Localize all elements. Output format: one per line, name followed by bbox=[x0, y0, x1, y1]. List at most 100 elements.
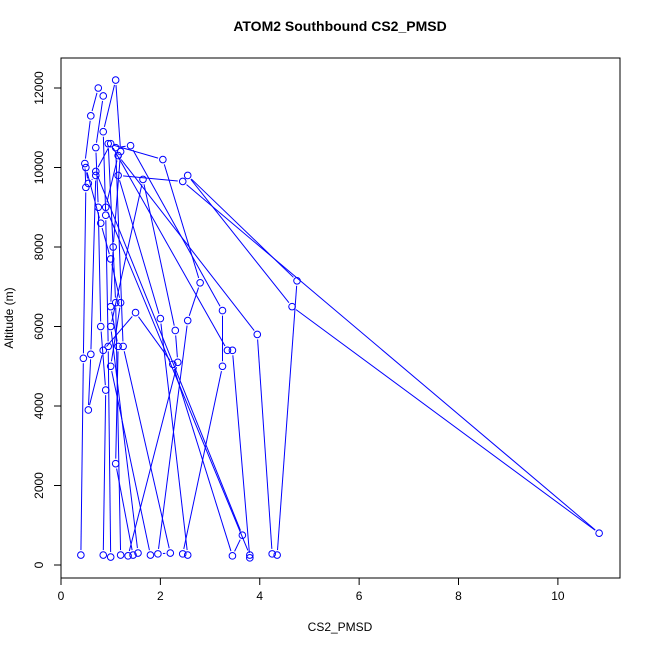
data-line-segment bbox=[96, 100, 104, 143]
data-point bbox=[183, 171, 192, 180]
data-line-segment bbox=[115, 307, 122, 551]
data-point bbox=[116, 147, 125, 156]
data-point bbox=[91, 143, 100, 152]
data-point bbox=[99, 346, 108, 355]
data-line-segment bbox=[89, 355, 103, 406]
data-line-segment bbox=[95, 152, 99, 203]
data-line-segment bbox=[138, 316, 171, 361]
data-point bbox=[218, 306, 227, 315]
data-point bbox=[116, 551, 125, 559]
chart-title: ATOM2 Southbound CS2_PMSD bbox=[233, 18, 446, 34]
data-line-segment bbox=[295, 309, 596, 531]
data-line-segment bbox=[234, 539, 241, 552]
data-line-segment bbox=[111, 263, 121, 298]
data-point bbox=[273, 551, 281, 559]
data-point bbox=[114, 151, 122, 160]
data-line-segment bbox=[163, 164, 200, 279]
data-line-segment bbox=[103, 84, 115, 127]
data-point bbox=[104, 342, 113, 351]
data-point bbox=[178, 550, 187, 558]
data-point bbox=[81, 159, 89, 168]
data-point bbox=[173, 358, 182, 367]
plot-box bbox=[60, 57, 621, 579]
data-point bbox=[96, 219, 105, 227]
data-line-segment bbox=[97, 175, 241, 531]
data-line-segment bbox=[110, 307, 121, 362]
data-point bbox=[114, 342, 122, 351]
data-point bbox=[96, 322, 105, 331]
x-tick-label: 6 bbox=[356, 589, 363, 603]
data-line-segment bbox=[86, 172, 89, 179]
data-point bbox=[228, 552, 237, 560]
data-point bbox=[183, 316, 192, 325]
data-line-segment bbox=[106, 316, 133, 347]
data-point bbox=[106, 139, 115, 148]
data-line-segment bbox=[190, 179, 290, 304]
data-point bbox=[106, 362, 115, 371]
x-tick-label: 8 bbox=[455, 589, 462, 603]
x-tick-label: 0 bbox=[58, 589, 65, 603]
data-point bbox=[84, 406, 93, 414]
data-line-segment bbox=[188, 287, 200, 316]
data-point bbox=[109, 243, 117, 251]
data-point bbox=[246, 554, 254, 562]
data-point bbox=[126, 141, 135, 150]
data-line-segment bbox=[132, 149, 221, 307]
data-line-segment bbox=[102, 395, 107, 551]
data-line-segment bbox=[158, 325, 188, 549]
data-point bbox=[101, 386, 110, 394]
data-point bbox=[111, 76, 120, 84]
y-tick-label: 4000 bbox=[32, 392, 46, 419]
data-point bbox=[183, 551, 192, 559]
data-point bbox=[99, 127, 108, 136]
data-line-segment bbox=[119, 180, 160, 314]
data-point bbox=[101, 203, 110, 212]
data-point bbox=[171, 326, 180, 335]
data-point bbox=[119, 342, 127, 351]
data-point bbox=[159, 155, 167, 164]
data-line-segment bbox=[110, 331, 138, 549]
data-point bbox=[288, 302, 296, 311]
data-point bbox=[139, 175, 147, 184]
data-point bbox=[99, 92, 108, 100]
data-line-segment bbox=[128, 366, 178, 552]
data-line-segment bbox=[112, 147, 226, 347]
data-line-segment bbox=[88, 359, 92, 406]
data-point bbox=[223, 346, 232, 355]
x-tick-label: 4 bbox=[256, 589, 263, 603]
data-point bbox=[218, 362, 227, 371]
data-point bbox=[238, 531, 247, 539]
data-point bbox=[91, 167, 100, 176]
data-line-segment bbox=[91, 92, 98, 112]
x-tick-label: 2 bbox=[157, 589, 164, 603]
x-tick-label: 10 bbox=[551, 589, 565, 603]
data-point bbox=[106, 302, 115, 311]
data-line-segment bbox=[100, 331, 106, 386]
y-tick-label: 8000 bbox=[32, 233, 46, 260]
data-point bbox=[166, 549, 175, 557]
data-point bbox=[116, 298, 125, 307]
data-point bbox=[111, 143, 120, 152]
data-point bbox=[146, 551, 155, 559]
data-point bbox=[129, 551, 137, 559]
data-line-segment bbox=[84, 120, 91, 159]
data-line-segment bbox=[232, 355, 250, 553]
data-point bbox=[106, 553, 115, 561]
data-line-segment bbox=[186, 184, 596, 531]
data-point bbox=[169, 360, 177, 369]
data-line-segment bbox=[102, 136, 107, 211]
data-line-segment bbox=[173, 368, 232, 552]
data-line-segment bbox=[111, 184, 143, 322]
data-point bbox=[99, 551, 108, 559]
data-point bbox=[246, 551, 254, 559]
data-point bbox=[114, 171, 122, 180]
data-line-segment bbox=[112, 144, 159, 159]
data-line-segment bbox=[110, 251, 114, 302]
data-point bbox=[131, 308, 140, 317]
data-line-segment bbox=[105, 220, 109, 342]
data-line-segment bbox=[106, 160, 118, 203]
data-line-segment bbox=[115, 152, 124, 342]
data-point bbox=[228, 346, 237, 355]
data-point bbox=[595, 529, 603, 538]
data-line-segment bbox=[91, 178, 93, 181]
